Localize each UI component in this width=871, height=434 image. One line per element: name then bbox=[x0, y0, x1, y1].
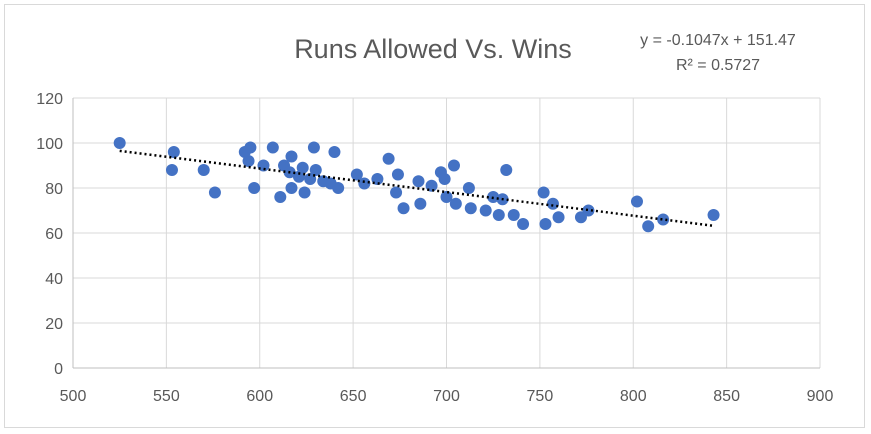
data-point bbox=[298, 186, 311, 199]
data-point bbox=[500, 164, 513, 176]
data-point bbox=[274, 191, 287, 203]
data-point bbox=[642, 220, 655, 233]
data-point bbox=[539, 218, 552, 230]
chart-frame bbox=[4, 4, 865, 428]
data-point bbox=[248, 182, 261, 194]
data-point bbox=[391, 168, 404, 181]
data-point bbox=[546, 197, 559, 210]
data-point bbox=[296, 161, 309, 174]
data-point bbox=[537, 186, 550, 199]
r-squared-label: R² = 0.5727 bbox=[676, 57, 760, 74]
data-point bbox=[266, 141, 279, 154]
x-tick-label: 700 bbox=[433, 388, 460, 405]
data-point bbox=[358, 177, 371, 190]
data-point bbox=[464, 202, 477, 215]
data-point bbox=[309, 164, 322, 176]
data-point bbox=[382, 152, 395, 165]
data-point bbox=[208, 186, 221, 199]
data-point bbox=[414, 197, 427, 210]
data-point bbox=[285, 150, 298, 163]
y-tick-label: 20 bbox=[45, 316, 63, 333]
y-tick-label: 60 bbox=[45, 226, 63, 243]
x-tick-label: 600 bbox=[246, 388, 273, 405]
data-point bbox=[479, 204, 492, 217]
data-point bbox=[582, 204, 595, 217]
grid-lines bbox=[73, 97, 821, 368]
data-point bbox=[113, 137, 126, 149]
y-tick-label: 120 bbox=[36, 91, 63, 108]
data-point bbox=[292, 170, 305, 183]
data-point bbox=[307, 141, 320, 154]
x-tick-label: 550 bbox=[153, 388, 180, 405]
data-point bbox=[447, 159, 460, 172]
axes bbox=[72, 98, 820, 369]
x-tick-labels: 500 550 600 650 700 750 800 850 900 bbox=[60, 388, 834, 405]
data-point bbox=[397, 202, 410, 215]
y-tick-labels: 0 20 40 60 80 100 120 bbox=[36, 91, 63, 378]
y-tick-label: 80 bbox=[45, 181, 63, 198]
data-point bbox=[350, 168, 363, 181]
data-point bbox=[197, 164, 210, 176]
data-point bbox=[552, 211, 565, 224]
data-point bbox=[517, 218, 530, 230]
trendline-equation: y = -0.1047x + 151.47 bbox=[640, 32, 796, 49]
x-tick-label: 500 bbox=[60, 388, 87, 405]
data-point bbox=[630, 195, 643, 208]
data-point bbox=[707, 209, 720, 221]
data-point bbox=[242, 155, 255, 167]
data-point bbox=[492, 209, 505, 221]
data-point bbox=[165, 164, 178, 176]
x-tick-label: 850 bbox=[713, 388, 740, 405]
x-tick-label: 900 bbox=[807, 388, 834, 405]
data-point bbox=[449, 197, 462, 210]
data-point bbox=[328, 146, 341, 158]
data-point bbox=[412, 175, 425, 188]
y-tick-label: 40 bbox=[45, 271, 63, 288]
x-tick-label: 800 bbox=[620, 388, 647, 405]
y-tick-label: 100 bbox=[36, 136, 63, 153]
data-point bbox=[167, 146, 180, 158]
data-point bbox=[244, 141, 257, 154]
x-tick-label: 650 bbox=[340, 388, 367, 405]
data-point bbox=[332, 182, 345, 194]
data-point bbox=[507, 209, 520, 221]
data-point bbox=[438, 173, 451, 185]
data-points bbox=[113, 137, 720, 233]
chart-title: Runs Allowed Vs. Wins bbox=[294, 34, 572, 64]
data-point bbox=[285, 182, 298, 194]
data-point bbox=[390, 186, 403, 199]
data-point bbox=[462, 182, 475, 194]
data-point bbox=[657, 213, 670, 226]
y-tick-label: 0 bbox=[54, 361, 63, 378]
data-point bbox=[440, 191, 453, 203]
x-tick-label: 750 bbox=[527, 388, 554, 405]
